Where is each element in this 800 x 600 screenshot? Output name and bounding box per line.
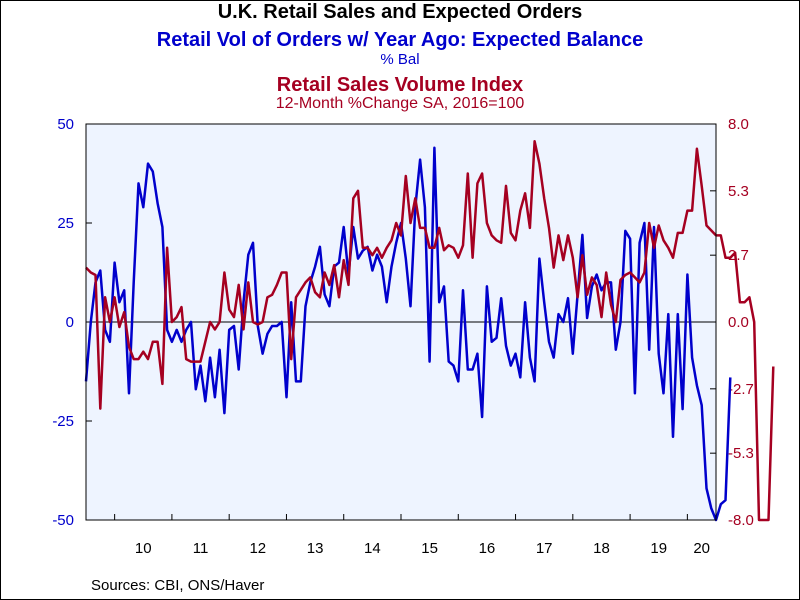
right-axis-tick-label: -8.0 xyxy=(728,512,754,529)
left-axis-tick-label: 50 xyxy=(57,116,74,133)
right-axis-tick-label: -5.3 xyxy=(728,445,754,462)
left-axis-tick-label: 25 xyxy=(57,215,74,232)
x-axis-tick-label: 16 xyxy=(479,540,496,557)
x-axis-tick-label: 19 xyxy=(650,540,667,557)
left-axis-tick-label: -25 xyxy=(52,413,74,430)
right-axis-tick-label: 5.3 xyxy=(728,183,749,200)
x-axis-tick-label: 18 xyxy=(593,540,610,557)
x-axis-tick-label: 14 xyxy=(364,540,381,557)
right-axis-tick-label: 8.0 xyxy=(728,116,749,133)
right-axis-tick-label: -2.7 xyxy=(728,381,754,398)
chart-subtitle: Retail Vol of Orders w/ Year Ago: Expect… xyxy=(156,29,644,51)
right-axis-unit: 12-Month %Change SA, 2016=100 xyxy=(275,95,525,112)
right-axis-tick-label: 2.7 xyxy=(728,247,749,264)
x-axis-tick-label: 17 xyxy=(536,540,553,557)
x-axis-tick-label: 12 xyxy=(249,540,266,557)
left-axis-tick-label: -50 xyxy=(52,512,74,529)
left-axis-tick-label: 0 xyxy=(66,314,74,331)
plot-border xyxy=(85,123,717,521)
x-axis-tick-label: 15 xyxy=(421,540,438,557)
x-axis-tick-label: 13 xyxy=(307,540,324,557)
right-axis-tick-label: 0.0 xyxy=(728,314,749,331)
x-axis-tick-label: 10 xyxy=(135,540,152,557)
x-axis-tick-label: 20 xyxy=(693,540,710,557)
x-axis-tick-label: 11 xyxy=(193,540,209,557)
right-series-title: Retail Sales Volume Index xyxy=(276,74,524,96)
chart-title: U.K. Retail Sales and Expected Orders xyxy=(217,1,583,23)
series-line-retail-sales xyxy=(85,140,775,522)
source-note: Sources: CBI, ONS/Haver xyxy=(91,577,265,594)
left-axis-unit: % Bal xyxy=(380,51,420,68)
